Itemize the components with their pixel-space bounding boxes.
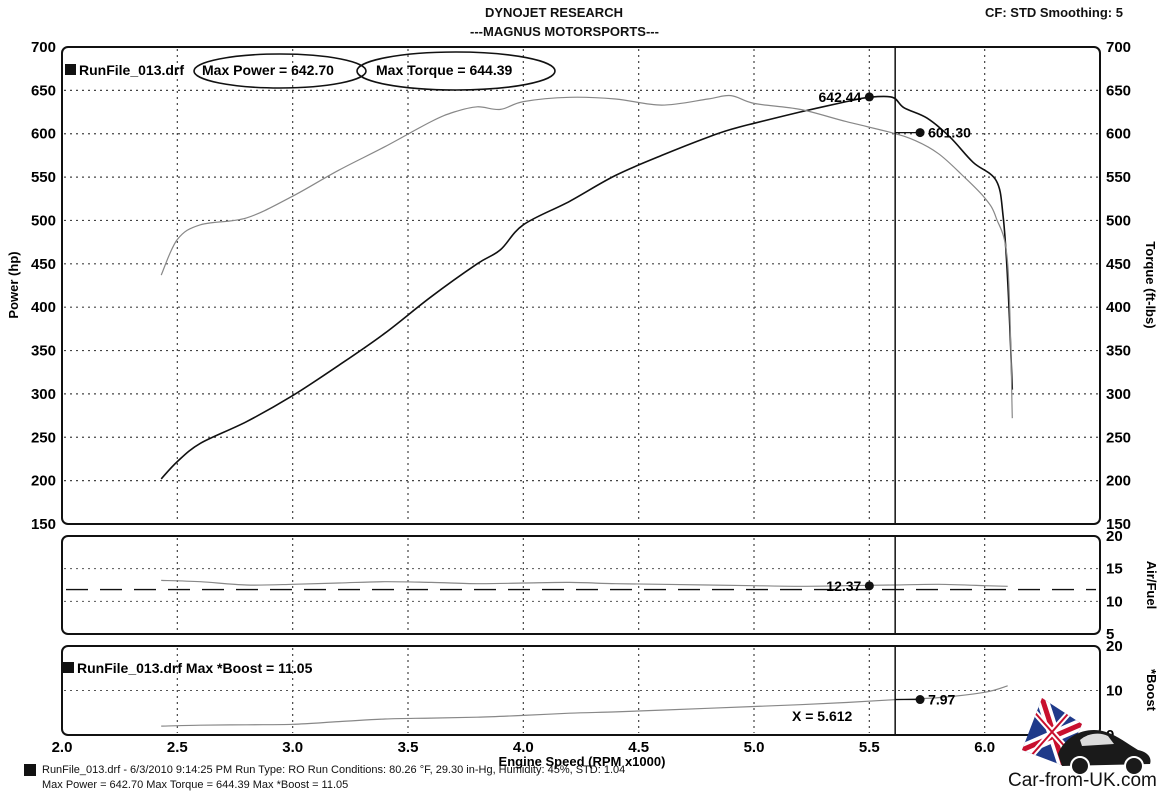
y-tick-label: 700 [31,39,56,56]
boost-tick-label: 10 [1106,683,1123,700]
x-tick-label: 4.5 [628,739,649,756]
air-fuel-panel [61,535,1101,635]
y2-tick-label: 300 [1106,386,1131,403]
run-summary: Max Power = 642.70 Max Torque = 644.39 M… [42,779,349,791]
x-tick-label: 5.0 [744,739,765,756]
x-tick-label: 3.5 [398,739,419,756]
x-tick-label: 2.0 [52,739,73,756]
y2-tick-label: 700 [1106,39,1131,56]
max-torque-label: Max Torque = 644.39 [376,62,513,78]
chart-subtitle: ---MAGNUS MOTORSPORTS--- [470,24,659,39]
torque-cursor-marker [915,128,925,138]
y2-axis-label: Torque (ft-lbs) [1143,241,1158,328]
x-tick-label: 2.5 [167,739,188,756]
max-power-circle [193,53,367,89]
y-tick-label: 600 [31,126,56,143]
torque-series-line [160,94,1013,419]
run-conditions: RunFile_013.drf - 6/3/2010 9:14:25 PM Ru… [42,764,626,776]
power-series-line [160,95,1014,480]
afr-tick-label: 15 [1106,561,1123,578]
y2-tick-label: 350 [1106,343,1131,360]
boost-cursor-value: 7.97 [928,692,955,708]
watermark-site-name: Car-from-UK.com [1008,770,1157,791]
air-fuel-cursor-value: 12.37 [826,578,861,594]
air-fuel-axis-label: Air/Fuel [1144,561,1159,609]
y2-tick-label: 600 [1106,126,1131,143]
y-tick-label: 350 [31,343,56,360]
union-jack-classic-car-icon [1022,698,1151,776]
max-torque-circle [356,51,556,91]
y-tick-label: 250 [31,429,56,446]
power-cursor-value: 642.44 [819,89,862,105]
y-tick-label: 500 [31,212,56,229]
max-power-label: Max Power = 642.70 [202,62,334,78]
y-tick-label: 400 [31,299,56,316]
y-tick-label: 200 [31,473,56,490]
y2-tick-label: 150 [1106,516,1131,533]
y2-tick-label: 650 [1106,82,1131,99]
boost-panel [61,645,1101,736]
legend-run-file: RunFile_013.drf [79,62,184,78]
boost-legend-swatch [63,662,74,673]
afr-tick-label: 20 [1106,528,1123,545]
power-cursor-marker [864,92,874,102]
boost-series-line [161,685,1008,727]
y-tick-label: 550 [31,169,56,186]
afr-tick-label: 10 [1106,593,1123,610]
air-fuel-cursor-marker [864,581,874,591]
afr-tick-label: 5 [1106,626,1114,643]
cursor-x-readout: X = 5.612 [792,708,853,724]
y2-tick-label: 500 [1106,212,1131,229]
x-tick-label: 3.0 [282,739,303,756]
torque-cursor-value: 601.30 [928,125,971,141]
boost-legend-label: RunFile_013.drf Max *Boost = 11.05 [77,660,313,676]
x-tick-label: 6.0 [974,739,995,756]
air-fuel-series-line [161,579,1008,587]
boost-axis-label: *Boost [1144,669,1159,712]
y2-tick-label: 400 [1106,299,1131,316]
correction-settings: CF: STD Smoothing: 5 [985,5,1123,20]
y-axis-label: Power (hp) [6,251,21,318]
x-axis-label: Engine Speed (RPM x1000) [499,754,666,769]
y2-tick-label: 250 [1106,429,1131,446]
y2-tick-label: 450 [1106,256,1131,273]
y-tick-label: 300 [31,386,56,403]
boost-cursor-marker [915,695,925,705]
footer-legend-swatch [24,764,36,776]
y2-tick-label: 550 [1106,169,1131,186]
power-torque-panel [61,46,1101,525]
legend-swatch [65,64,76,75]
chart-title: DYNOJET RESEARCH [485,5,623,20]
x-tick-label: 4.0 [513,739,534,756]
y-tick-label: 450 [31,256,56,273]
boost-tick-label: 20 [1106,638,1123,655]
y-tick-label: 150 [31,516,56,533]
x-tick-label: 5.5 [859,739,880,756]
y2-tick-label: 200 [1106,473,1131,490]
y-tick-label: 650 [31,82,56,99]
